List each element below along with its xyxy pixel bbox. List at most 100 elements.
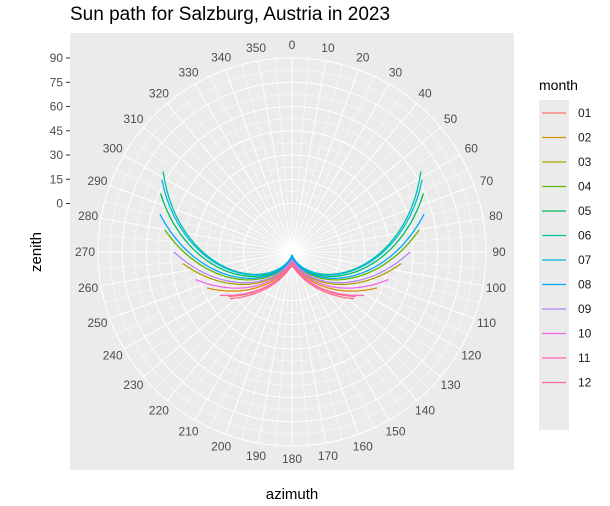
grid-spoke	[209, 76, 293, 253]
sun-path-line-10	[195, 261, 389, 289]
azimuth-tick-label: 220	[149, 404, 169, 418]
azimuth-tick-label: 130	[441, 378, 461, 392]
x-axis-title: azimuth	[266, 486, 319, 503]
legend-label-10: 10	[578, 327, 592, 341]
azimuth-tick-label: 170	[318, 449, 338, 463]
azimuth-tick-label: 140	[415, 404, 435, 418]
grid-spoke	[291, 114, 430, 253]
zenith-tick-label: 90	[50, 51, 64, 65]
grid-spoke	[123, 251, 293, 350]
sun-path-lines	[159, 171, 425, 300]
grid-spoke	[291, 154, 461, 253]
azimuth-tick-label: 280	[78, 209, 98, 223]
legend-label-12: 12	[578, 376, 592, 390]
azimuth-tick-label: 50	[444, 112, 458, 126]
zenith-tick-label: 45	[50, 124, 64, 138]
grid-spoke	[143, 126, 293, 253]
azimuth-tick-label: 10	[321, 41, 335, 55]
grid-spoke	[154, 114, 293, 253]
legend-label-06: 06	[578, 229, 592, 243]
azimuth-tick-label: 270	[75, 245, 95, 259]
grid-spoke	[291, 251, 310, 446]
grid-spoke	[116, 251, 293, 335]
polar-grid	[97, 57, 487, 447]
grid-spoke	[98, 234, 293, 253]
grid-spoke	[291, 169, 468, 253]
grid-spoke	[241, 251, 293, 440]
azimuth-tick-label: 20	[356, 50, 370, 64]
legend-title: month	[539, 77, 578, 93]
grid-spoke	[291, 185, 475, 253]
legend: 01 02 03 04 05 06 07 08 09 10 11 12	[539, 100, 592, 430]
legend-label-07: 07	[578, 253, 592, 267]
y-axis-title: zenith	[28, 232, 45, 272]
grid-spoke	[291, 251, 452, 364]
azimuth-tick-label: 80	[489, 209, 503, 223]
zenith-tick-label: 60	[50, 100, 64, 114]
sun-path-line-04	[164, 229, 420, 281]
grid-spoke	[291, 60, 327, 253]
grid-spoke	[109, 185, 293, 253]
grid-spoke	[291, 92, 404, 253]
azimuth-tick-label: 120	[461, 349, 481, 363]
azimuth-tick-label: 310	[123, 112, 143, 126]
grid-spoke	[291, 251, 475, 319]
grid-spoke	[194, 83, 293, 253]
legend-label-09: 09	[578, 302, 592, 316]
grid-spoke	[274, 58, 293, 253]
azimuth-tick-label: 330	[178, 66, 198, 80]
azimuth-tick-labels: 0 10 20 30 40 50 60 70 80 90 100 110 120 130 140 150 160…	[75, 38, 506, 466]
azimuth-tick-label: 40	[418, 86, 432, 100]
grid-spoke	[291, 140, 452, 253]
azimuth-tick-label: 290	[87, 174, 107, 188]
grid-spoke	[291, 201, 480, 253]
sun-path-line-07	[161, 179, 423, 276]
grid-spoke	[104, 251, 293, 303]
azimuth-tick-label: 190	[246, 449, 266, 463]
grid-spoke	[100, 217, 293, 253]
grid-spoke	[104, 201, 293, 253]
legend-label-01: 01	[578, 106, 592, 120]
grid-spoke	[291, 234, 486, 253]
legend-label-11: 11	[578, 351, 591, 365]
grid-spoke	[241, 64, 293, 253]
grid-spoke	[291, 251, 327, 444]
chart-title: Sun path for Salzburg, Austria in 2023	[70, 4, 390, 25]
grid-spoke	[257, 60, 293, 253]
grid-spoke	[257, 251, 293, 444]
azimuth-tick-label: 0	[289, 38, 296, 52]
azimuth-tick-label: 340	[211, 50, 231, 64]
sun-path-line-02	[207, 262, 377, 292]
grid-spoke	[291, 251, 461, 350]
sun-path-line-11	[219, 264, 365, 297]
azimuth-tick-label: 90	[492, 245, 506, 259]
azimuth-tick-label: 160	[353, 440, 373, 454]
grid-spoke	[194, 251, 293, 421]
zenith-tick-label: 75	[50, 75, 64, 89]
grid-spoke	[132, 140, 293, 253]
sun-path-line-08	[159, 213, 425, 279]
grid-spoke	[180, 92, 293, 253]
azimuth-tick-label: 60	[465, 142, 479, 156]
sun-path-line-09	[173, 251, 411, 284]
azimuth-tick-label: 110	[477, 316, 496, 330]
grid-spoke	[291, 69, 359, 253]
azimuth-tick-label: 210	[178, 424, 198, 438]
azimuth-tick-label: 240	[103, 349, 123, 363]
grid-spoke	[291, 251, 390, 421]
legend-key-background	[539, 100, 569, 430]
grid-spoke	[291, 126, 441, 253]
grid-spoke	[291, 217, 484, 253]
azimuth-tick-label: 150	[385, 424, 405, 438]
grid-spoke	[291, 251, 359, 435]
zenith-tick-label: 30	[50, 148, 64, 162]
legend-label-02: 02	[578, 131, 592, 145]
azimuth-tick-label: 350	[246, 41, 266, 55]
azimuth-tick-label: 30	[389, 66, 403, 80]
grid-spoke	[98, 251, 293, 270]
grid-spoke	[291, 251, 468, 335]
zenith-tick-labels: 90 75 60 45 30 15 0	[50, 51, 70, 211]
legend-label-05: 05	[578, 204, 592, 218]
grid-spoke	[291, 83, 390, 253]
